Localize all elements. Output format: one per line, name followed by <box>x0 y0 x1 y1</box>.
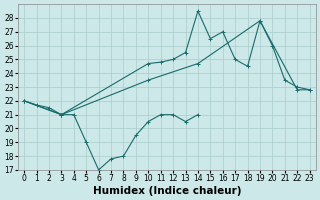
X-axis label: Humidex (Indice chaleur): Humidex (Indice chaleur) <box>93 186 241 196</box>
